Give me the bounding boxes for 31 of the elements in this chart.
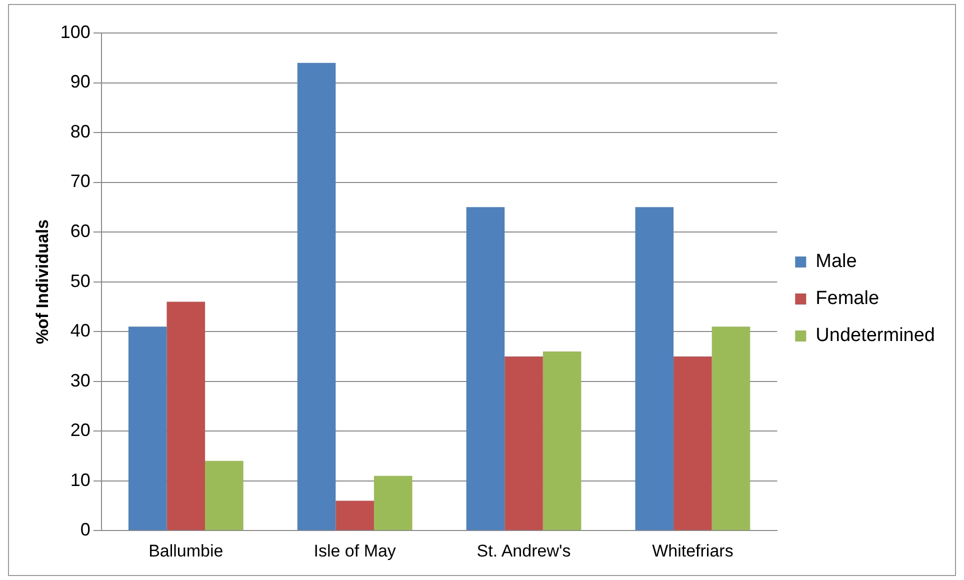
bar: [504, 356, 543, 530]
y-tick-label: 50: [70, 270, 90, 291]
legend-label: Undetermined: [816, 325, 935, 346]
bar: [466, 207, 505, 530]
bar: [674, 356, 712, 530]
bar: [336, 500, 374, 530]
y-tick-label: 70: [70, 171, 90, 192]
y-tick-label: 90: [70, 72, 90, 92]
y-tick-label: 20: [70, 420, 90, 440]
y-tick-label: 60: [70, 221, 90, 242]
bar: [542, 351, 582, 530]
bar: [712, 326, 750, 530]
bar: [128, 326, 167, 530]
bar: [166, 302, 206, 530]
y-tick-label: 40: [70, 320, 90, 341]
legend-label: Male: [816, 251, 857, 272]
x-tick-label: Isle of May: [314, 541, 396, 560]
bar: [635, 207, 674, 530]
legend-label: Female: [816, 288, 880, 310]
x-tick-label: St. Andrew's: [476, 541, 571, 560]
y-tick-label: 30: [70, 370, 90, 390]
y-tick-label: 100: [60, 22, 90, 42]
bar: [374, 476, 412, 530]
y-tick-label: 10: [70, 470, 90, 490]
x-tick-label: Ballumbie: [148, 541, 224, 560]
bar: [297, 62, 336, 530]
y-tick-label: 0: [80, 520, 90, 540]
x-tick-label: Whitefriars: [652, 541, 734, 560]
y-axis-title: %of Individuals: [32, 219, 52, 344]
bar: [205, 460, 244, 530]
y-tick-label: 80: [70, 121, 90, 142]
